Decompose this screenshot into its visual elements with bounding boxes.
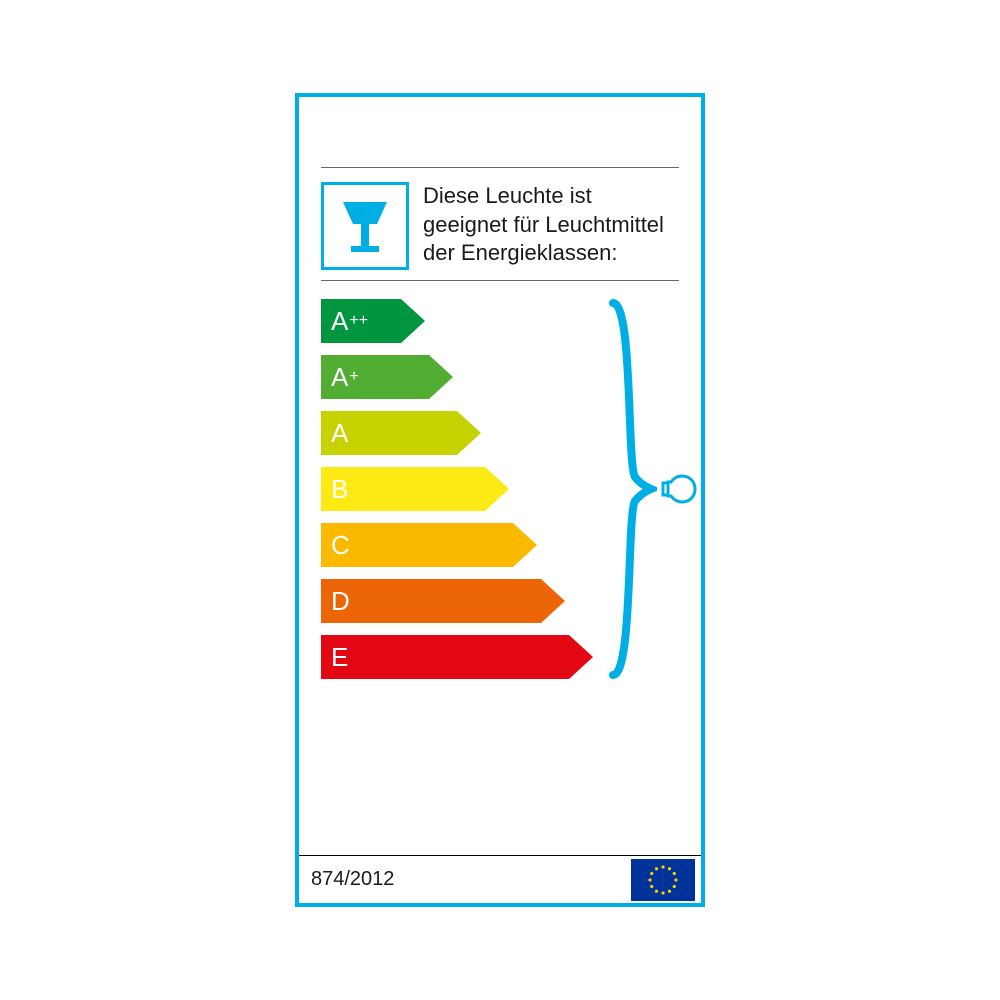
energy-class-label: B: [331, 467, 348, 511]
bulb-icon: [659, 469, 699, 514]
header-blank: [299, 97, 701, 167]
energy-class-label: A++: [331, 299, 368, 343]
divider-mid: [321, 280, 679, 281]
eu-flag: [631, 859, 695, 901]
info-text: Diese Leuchte ist geeignet für Leuchtmit…: [423, 182, 679, 268]
energy-class-label: A+: [331, 355, 359, 399]
energy-class-label: C: [331, 523, 350, 567]
energy-class-label: D: [331, 579, 350, 623]
energy-label-card: Diese Leuchte ist geeignet für Leuchtmit…: [295, 93, 705, 907]
regulation-text: 874/2012: [311, 868, 394, 891]
energy-chart: A++ A+ ABCDE: [321, 299, 701, 699]
footer-bar: 874/2012: [299, 855, 701, 903]
energy-class-label: E: [331, 635, 348, 679]
lamp-icon: [333, 194, 397, 258]
divider-top: [321, 167, 679, 168]
info-row: Diese Leuchte ist geeignet für Leuchtmit…: [299, 168, 701, 280]
energy-class-label: A: [331, 411, 348, 455]
lamp-icon-box: [321, 182, 409, 270]
